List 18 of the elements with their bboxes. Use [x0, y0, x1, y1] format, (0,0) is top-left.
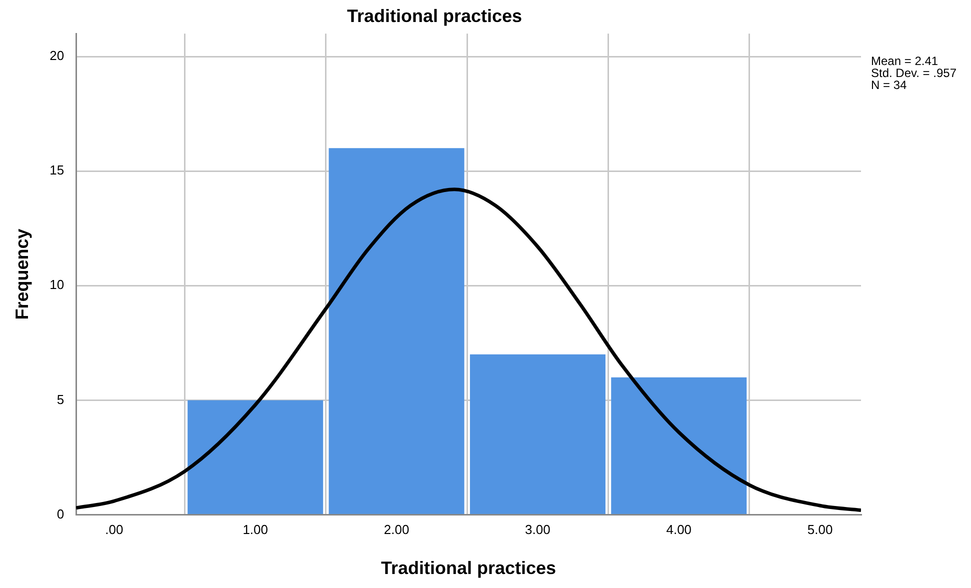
y-tick-label: 5 — [56, 392, 64, 407]
x-axis-title: Traditional practices — [381, 558, 556, 578]
y-tick-label: 15 — [50, 162, 64, 178]
text: N = 34 — [871, 78, 908, 92]
y-tick-label: 10 — [50, 277, 64, 292]
y-tick-label: 0 — [56, 506, 64, 522]
x-tick-label: 4.00 — [666, 522, 692, 538]
y-axis-title: Frequency — [12, 228, 32, 320]
x-tick-label: .00 — [105, 522, 124, 538]
x-tick-label: 5.00 — [807, 522, 833, 538]
x-tick-label: 3.00 — [525, 522, 550, 538]
text: Mean = 2.41 — [871, 54, 938, 68]
x-tick-label: 2.00 — [384, 522, 410, 538]
y-tick-label: 20 — [50, 48, 64, 64]
text: Std. Dev. = .957 — [871, 66, 957, 80]
line-series — [76, 188, 861, 512]
x-tick-label: 1.00 — [242, 522, 268, 538]
chart-title: Traditional practices — [346, 6, 522, 26]
